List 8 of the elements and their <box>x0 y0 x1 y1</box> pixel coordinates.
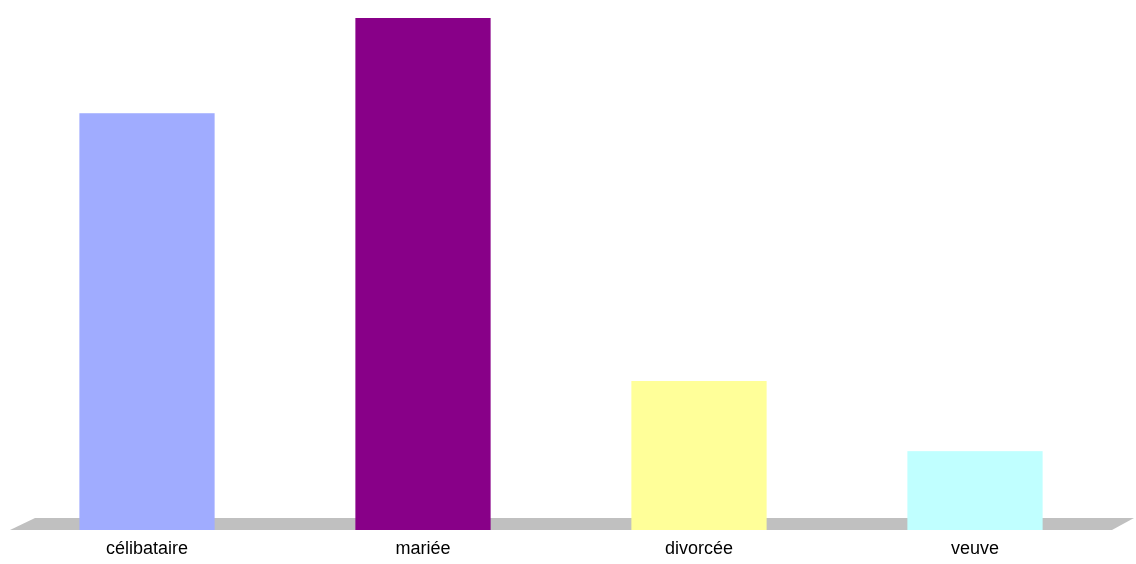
x-tick-label: veuve <box>950 537 1000 558</box>
x-tick-label: célibataire <box>105 537 189 558</box>
bar <box>907 451 1043 530</box>
x-tick-label: divorcée <box>664 537 734 558</box>
bar <box>79 113 215 530</box>
x-tick-label: mariée <box>395 537 451 558</box>
bar <box>631 381 767 530</box>
bar <box>355 18 491 530</box>
